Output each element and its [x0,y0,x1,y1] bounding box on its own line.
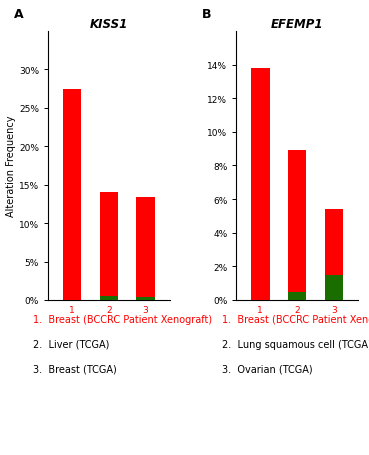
Bar [137,298,155,300]
Bar [288,292,306,300]
Text: 3.  Ovarian (TCGA): 3. Ovarian (TCGA) [222,364,312,374]
Bar [63,89,81,300]
Text: 2.  Liver (TCGA): 2. Liver (TCGA) [33,339,110,349]
Y-axis label: Alteration Frequency: Alteration Frequency [6,116,16,217]
Text: A: A [14,8,24,21]
Bar [251,69,269,300]
Bar [100,297,118,300]
Bar [325,210,343,275]
Text: 1.  Breast (BCCRC Patient Xenograft): 1. Breast (BCCRC Patient Xenograft) [33,314,212,324]
Bar [288,151,306,292]
Bar [137,198,155,298]
Text: 2.  Lung squamous cell (TCGA): 2. Lung squamous cell (TCGA) [222,339,369,349]
Bar [325,275,343,300]
Text: B: B [202,8,212,21]
Text: 1.  Breast (BCCRC Patient Xenog: 1. Breast (BCCRC Patient Xenog [222,314,369,324]
Title: KISS1: KISS1 [90,18,128,30]
Bar [100,193,118,297]
Text: 3.  Breast (TCGA): 3. Breast (TCGA) [33,364,117,374]
Title: EFEMP1: EFEMP1 [271,18,323,30]
